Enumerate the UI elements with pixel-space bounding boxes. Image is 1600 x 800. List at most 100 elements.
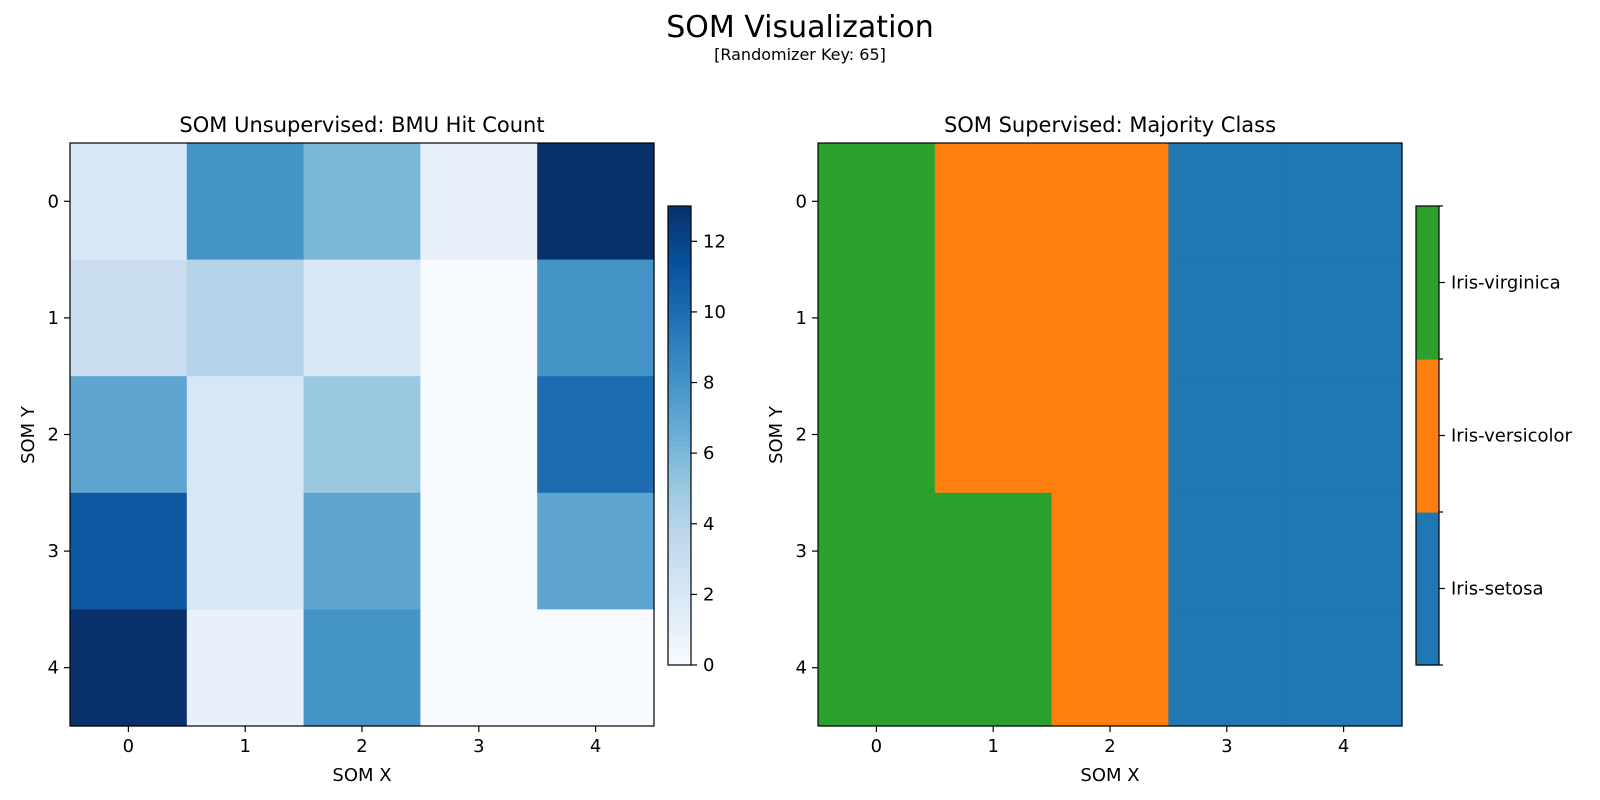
x-tick-label: 4 [1338, 736, 1349, 757]
heatmap-cell [818, 376, 936, 494]
heatmap-cell [934, 143, 1053, 261]
colorbar-segment [668, 619, 691, 626]
colorbar-segment [668, 223, 691, 230]
colorbar-tick-label: 0 [703, 655, 714, 676]
hitcount-cells [70, 143, 655, 727]
x-tick-label: 4 [590, 736, 601, 757]
hitcount-xlabel: SOM X [332, 765, 391, 786]
majority-y-ticks: 0 1 2 3 4 [796, 191, 818, 679]
colorbar-segment [668, 475, 691, 482]
colorbar-segment [668, 498, 691, 505]
colorbar-segment [668, 343, 691, 351]
colorbar-segment [668, 515, 691, 523]
heatmap-cell [1168, 259, 1286, 377]
y-tick-label: 0 [796, 191, 807, 212]
heatmap-cell [934, 492, 1053, 610]
heatmap-cell [818, 492, 936, 610]
colorbar-segment [668, 647, 691, 655]
majority-panel: SOM Supervised: Majority Class 0 1 2 3 4 0 1 2… [766, 113, 1573, 786]
majority-cells [818, 143, 1403, 727]
colorbar-segment [668, 366, 691, 373]
y-tick-label: 3 [796, 541, 807, 562]
colorbar-frame [1415, 205, 1440, 666]
heatmap-cell [186, 492, 305, 610]
colorbar-segment [668, 395, 691, 402]
colorbar-segment [668, 441, 691, 448]
colorbar-segment [668, 601, 691, 609]
colorbar-segment [668, 228, 691, 236]
heatmap-cell [537, 609, 655, 727]
colorbar-segment [668, 521, 691, 528]
colorbar-segment [668, 596, 691, 603]
colorbar-segment [668, 458, 691, 465]
colorbar-segment [668, 389, 691, 396]
heatmap-cell [818, 143, 936, 261]
x-tick-label: 0 [123, 736, 134, 757]
colorbar-segment [668, 584, 691, 592]
hitcount-ylabel: SOM Y [18, 405, 39, 464]
heatmap-cell [70, 492, 188, 610]
colorbar-tick-label: 6 [703, 443, 714, 464]
colorbar-class-label: Iris-setosa [1451, 579, 1544, 600]
colorbar-segment [668, 280, 691, 287]
colorbar-segment [668, 355, 691, 362]
colorbar-tick-label: 8 [703, 373, 714, 394]
x-tick-label: 2 [1104, 736, 1115, 757]
heatmap-cell [818, 609, 936, 727]
heatmap-cell [1285, 376, 1403, 494]
colorbar-segment [668, 401, 691, 408]
colorbar-segment [668, 550, 691, 557]
colorbar-segment [668, 251, 691, 259]
colorbar-segment [668, 315, 691, 322]
colorbar-tick-label: 4 [703, 514, 714, 535]
majority-xlabel: SOM X [1080, 765, 1139, 786]
heatmap-cell [303, 143, 421, 261]
colorbar-segment [668, 630, 691, 637]
y-tick-label: 3 [48, 541, 59, 562]
colorbar-segment [668, 653, 691, 660]
heatmap-cell [934, 609, 1053, 727]
x-tick-label: 0 [871, 736, 882, 757]
colorbar-segment [668, 504, 691, 511]
colorbar-segment [668, 360, 691, 368]
heatmap-cell [818, 259, 936, 377]
colorbar-segment [668, 435, 691, 442]
colorbar-class-block [1416, 359, 1439, 513]
heatmap-cell [1168, 143, 1286, 261]
colorbar-segment [668, 292, 691, 299]
x-tick-label: 2 [356, 736, 367, 757]
figure-subtitle: [Randomizer Key: 65] [714, 45, 886, 64]
majority-x-ticks: 0 1 2 3 4 [871, 726, 1349, 757]
colorbar-segment [668, 510, 691, 517]
heatmap-cell [537, 143, 655, 261]
colorbar-class-label: Iris-virginica [1451, 273, 1561, 294]
majority-colorbar: Iris-setosa Iris-versicolor Iris-virginica [1415, 205, 1573, 666]
colorbar-segment [668, 642, 691, 649]
heatmap-cell [934, 376, 1053, 494]
colorbar-segment [668, 269, 691, 276]
colorbar-segment [668, 286, 691, 293]
heatmap-cell [1285, 609, 1403, 727]
colorbar-segment [668, 240, 691, 247]
hitcount-y-ticks: 0 1 2 3 4 [48, 191, 70, 679]
colorbar-segment [668, 567, 691, 574]
colorbar-segment [668, 469, 691, 477]
colorbar-segment [668, 263, 691, 270]
heatmap-cell [537, 492, 655, 610]
colorbar-segment [668, 303, 691, 310]
colorbar-tick-label: 12 [703, 231, 726, 252]
x-tick-label: 3 [473, 736, 484, 757]
colorbar-segment [668, 573, 691, 580]
colorbar-segment [668, 349, 691, 356]
colorbar-segment [668, 326, 691, 333]
heatmap-cell [303, 609, 421, 727]
colorbar-segment [668, 613, 691, 620]
figure-title: SOM Visualization [666, 10, 934, 45]
y-tick-label: 1 [796, 308, 807, 329]
heatmap-cell [1051, 143, 1169, 261]
heatmap-cell [186, 376, 305, 494]
heatmap-cell [303, 259, 421, 377]
hitcount-title: SOM Unsupervised: BMU Hit Count [179, 113, 544, 137]
y-tick-label: 1 [48, 308, 59, 329]
